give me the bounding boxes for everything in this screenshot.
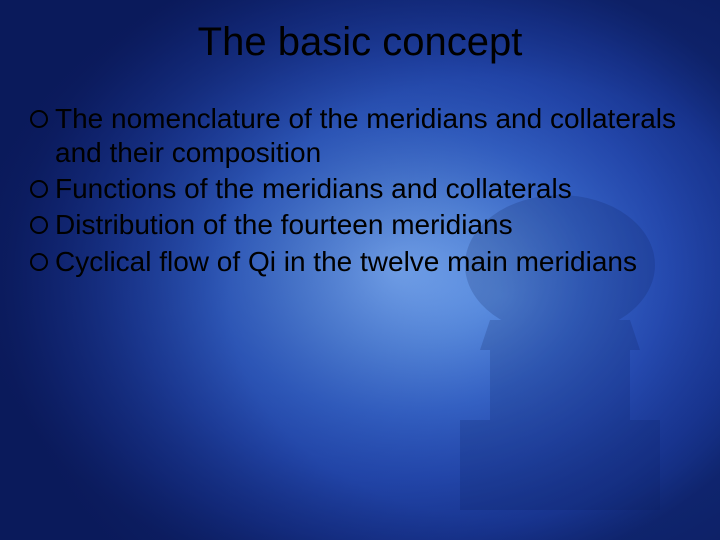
bullet-text: Functions of the meridians and collatera… (55, 172, 680, 206)
bullet-text: Distribution of the fourteen meridians (55, 208, 680, 242)
bullet-icon (30, 253, 48, 271)
bullet-item: Distribution of the fourteen meridians (30, 208, 680, 242)
slide-body: The nomenclature of the meridians and co… (30, 102, 680, 281)
slide: The basic concept The nomenclature of th… (0, 0, 720, 540)
bullet-item: Cyclical flow of Qi in the twelve main m… (30, 245, 680, 279)
bullet-icon (30, 110, 48, 128)
bullet-item: Functions of the meridians and collatera… (30, 172, 680, 206)
bullet-text: The nomenclature of the meridians and co… (55, 102, 680, 170)
bullet-text: Cyclical flow of Qi in the twelve main m… (55, 245, 680, 279)
bullet-icon (30, 216, 48, 234)
bullet-item: The nomenclature of the meridians and co… (30, 102, 680, 170)
slide-title: The basic concept (0, 20, 720, 65)
bullet-icon (30, 180, 48, 198)
